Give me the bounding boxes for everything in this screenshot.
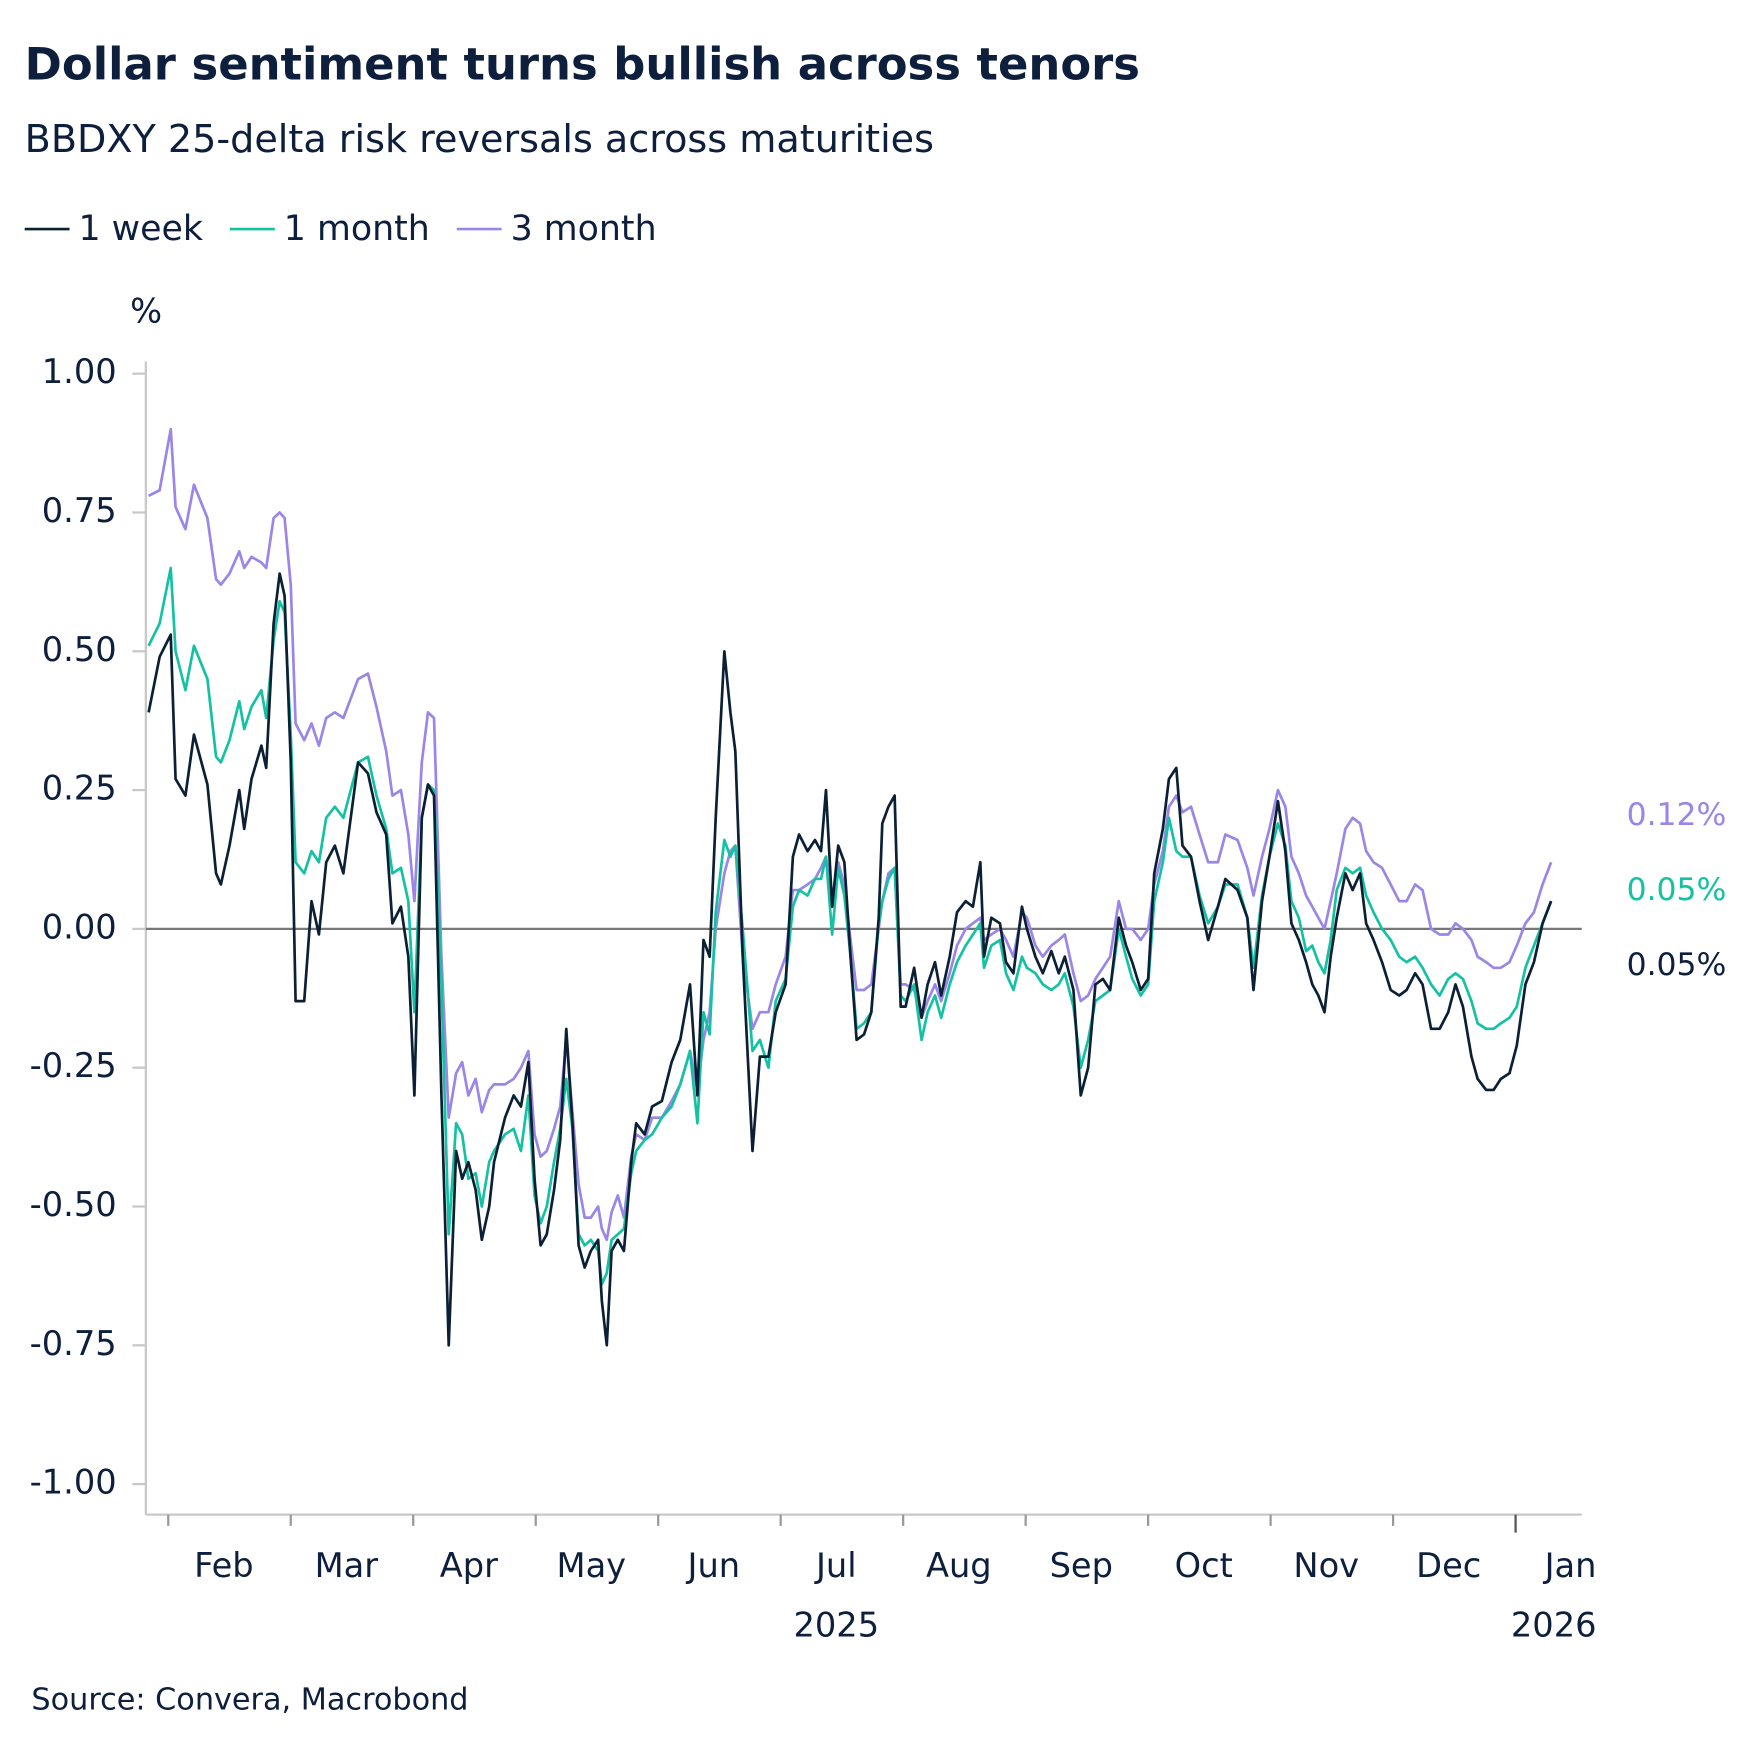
series-line bbox=[147, 566, 1553, 1286]
x-tick-label: Aug bbox=[926, 1546, 992, 1585]
y-tick-label: 0.25 bbox=[42, 769, 117, 808]
x-tick-label: Jul bbox=[814, 1546, 857, 1585]
x-year-label: 2025 bbox=[793, 1605, 879, 1644]
source-note: Source: Convera, Macrobond bbox=[31, 1682, 468, 1717]
legend: 1 week 1 month 3 month bbox=[24, 209, 657, 249]
legend-label: 3 month bbox=[511, 209, 657, 249]
x-tick-label: Feb bbox=[194, 1546, 254, 1585]
end-label: 0.05% bbox=[1627, 872, 1727, 908]
y-tick-label: 0.75 bbox=[42, 491, 117, 530]
y-tick-label: -0.25 bbox=[30, 1046, 117, 1085]
chart-title: Dollar sentiment turns bullish across te… bbox=[25, 38, 1140, 91]
x-tick-label: Oct bbox=[1175, 1546, 1233, 1585]
legend-label: 1 month bbox=[284, 209, 430, 249]
x-tick-label: Dec bbox=[1416, 1546, 1481, 1585]
y-tick-label: 0.00 bbox=[42, 907, 117, 946]
x-tick-label: Jun bbox=[686, 1546, 741, 1585]
x-tick-label: Nov bbox=[1293, 1546, 1359, 1585]
x-tick-label: Jan bbox=[1543, 1546, 1597, 1585]
y-tick-label: -0.75 bbox=[30, 1324, 117, 1363]
y-tick-label: -0.50 bbox=[30, 1185, 117, 1224]
x-tick-label: Mar bbox=[315, 1546, 379, 1585]
y-tick-label: 0.50 bbox=[42, 630, 117, 669]
x-year-label: 2026 bbox=[1511, 1605, 1597, 1644]
y-tick-label: 1.00 bbox=[42, 352, 117, 391]
series-line bbox=[147, 572, 1553, 1347]
x-tick-label: Sep bbox=[1050, 1546, 1113, 1585]
y-axis-unit: % bbox=[130, 292, 162, 331]
y-tick-label: -1.00 bbox=[30, 1463, 117, 1502]
chart-subtitle: BBDXY 25-delta risk reversals across mat… bbox=[25, 117, 934, 161]
end-label: 0.05% bbox=[1627, 947, 1727, 983]
series-line bbox=[148, 427, 1553, 1242]
legend-label: 1 week bbox=[79, 209, 204, 249]
end-label: 0.12% bbox=[1627, 797, 1727, 833]
x-tick-label: Apr bbox=[440, 1546, 498, 1585]
x-tick-label: May bbox=[557, 1546, 627, 1585]
